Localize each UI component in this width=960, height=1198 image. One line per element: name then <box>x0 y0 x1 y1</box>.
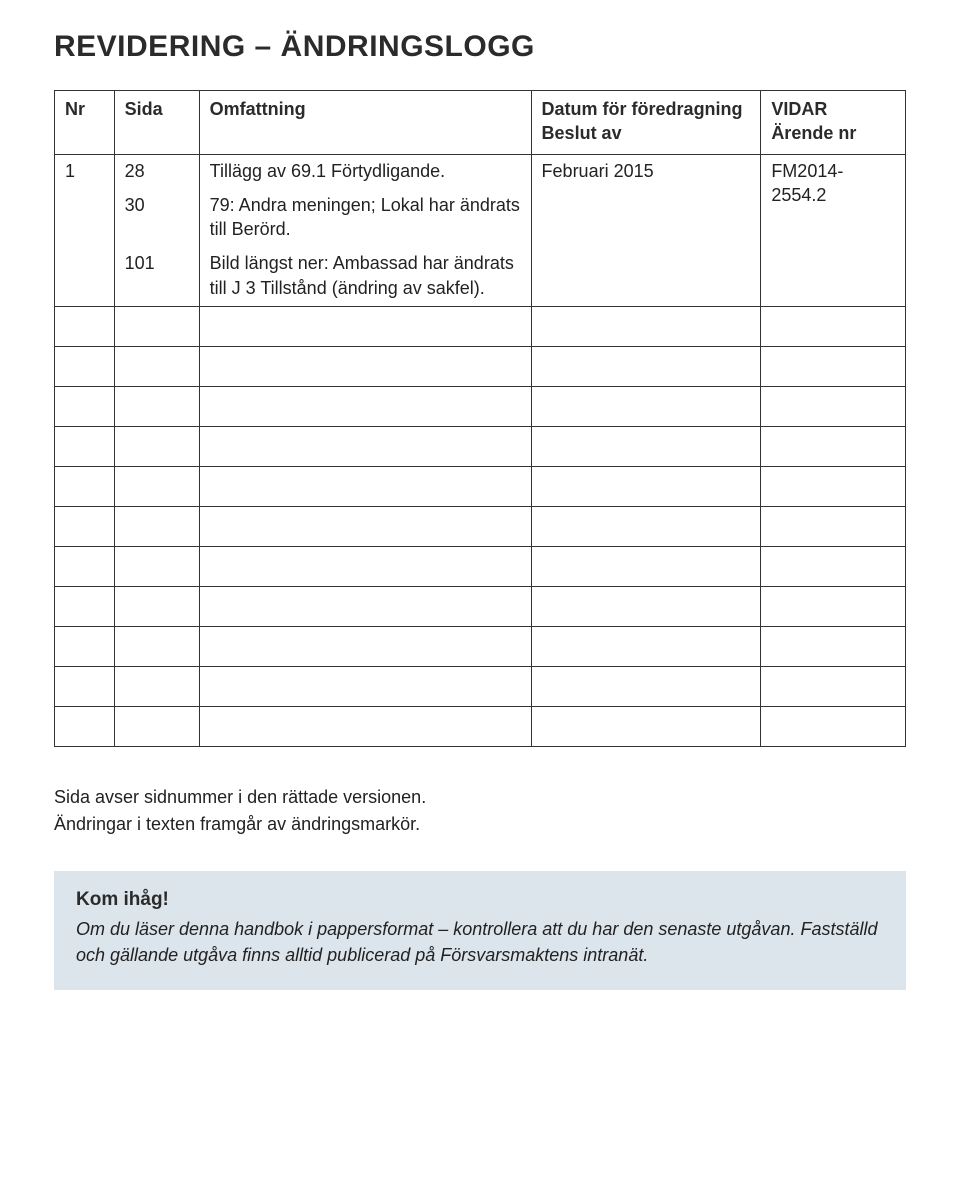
empty-cell <box>761 507 906 547</box>
reminder-callout: Kom ihåg! Om du läser denna handbok i pa… <box>54 871 906 989</box>
empty-cell <box>114 347 199 387</box>
empty-cell <box>114 427 199 467</box>
empty-cell <box>761 427 906 467</box>
empty-cell <box>114 387 199 427</box>
empty-cell <box>761 547 906 587</box>
empty-cell <box>114 587 199 627</box>
empty-cell <box>199 507 531 547</box>
empty-cell <box>114 307 199 347</box>
empty-cell <box>114 667 199 707</box>
col-header-datum-line2: Beslut av <box>542 123 622 143</box>
cell-omfattning: 79: Andra meningen; Lokal har ändrats ti… <box>199 189 531 248</box>
empty-cell <box>55 627 115 667</box>
empty-cell <box>55 707 115 747</box>
empty-cell <box>761 467 906 507</box>
empty-cell <box>531 387 761 427</box>
footnote-line: Sida avser sidnummer i den rättade versi… <box>54 785 906 810</box>
table-row <box>55 667 906 707</box>
footnote-line: Ändringar i texten framgår av ändringsma… <box>54 812 906 837</box>
col-header-omfattning: Omfattning <box>199 91 531 155</box>
document-page: REVIDERING – ÄNDRINGSLOGG Nr Sida Omfatt… <box>0 0 960 1198</box>
empty-cell <box>114 467 199 507</box>
empty-cell <box>531 587 761 627</box>
empty-cell <box>531 467 761 507</box>
empty-cell <box>761 347 906 387</box>
table-row <box>55 627 906 667</box>
empty-cell <box>199 307 531 347</box>
empty-cell <box>761 587 906 627</box>
table-body: 1 28 Tillägg av 69.1 Förtydligande. Febr… <box>55 154 906 746</box>
table-header: Nr Sida Omfattning Datum för föredragnin… <box>55 91 906 155</box>
empty-cell <box>55 387 115 427</box>
empty-cell <box>55 507 115 547</box>
table-row <box>55 347 906 387</box>
cell-sida: 28 <box>114 154 199 189</box>
empty-cell <box>114 627 199 667</box>
footnotes: Sida avser sidnummer i den rättade versi… <box>54 785 906 837</box>
empty-cell <box>199 547 531 587</box>
col-header-datum: Datum för föredragning Beslut av <box>531 91 761 155</box>
col-header-vidar: VIDAR Ärende nr <box>761 91 906 155</box>
table-row <box>55 427 906 467</box>
empty-cell <box>199 387 531 427</box>
empty-cell <box>55 587 115 627</box>
empty-cell <box>761 627 906 667</box>
empty-cell <box>761 707 906 747</box>
table-row <box>55 307 906 347</box>
empty-cell <box>114 547 199 587</box>
empty-cell <box>55 467 115 507</box>
empty-cell <box>199 587 531 627</box>
col-header-sida: Sida <box>114 91 199 155</box>
empty-cell <box>199 347 531 387</box>
col-header-datum-line1: Datum för föredragning <box>542 99 743 119</box>
callout-body: Om du läser denna handbok i pappersforma… <box>76 917 884 967</box>
empty-cell <box>114 707 199 747</box>
table-row <box>55 587 906 627</box>
col-header-vidar-line2: Ärende nr <box>771 123 856 143</box>
empty-cell <box>531 307 761 347</box>
cell-sida: 101 <box>114 247 199 306</box>
empty-cell <box>531 627 761 667</box>
empty-cell <box>761 667 906 707</box>
empty-cell <box>199 667 531 707</box>
empty-cell <box>531 707 761 747</box>
empty-cell <box>199 467 531 507</box>
empty-cell <box>55 427 115 467</box>
empty-cell <box>199 707 531 747</box>
empty-cell <box>761 387 906 427</box>
table-row <box>55 387 906 427</box>
callout-title: Kom ihåg! <box>76 889 884 911</box>
cell-datum: Februari 2015 <box>531 154 761 306</box>
table-row <box>55 467 906 507</box>
empty-cell <box>55 667 115 707</box>
table-row: 1 28 Tillägg av 69.1 Förtydligande. Febr… <box>55 154 906 189</box>
table-row <box>55 547 906 587</box>
table-row <box>55 707 906 747</box>
empty-cell <box>531 427 761 467</box>
empty-cell <box>199 627 531 667</box>
empty-cell <box>55 347 115 387</box>
cell-omfattning: Bild längst ner: Ambassad har ändrats ti… <box>199 247 531 306</box>
empty-cell <box>55 547 115 587</box>
empty-cell <box>531 667 761 707</box>
cell-vidar: FM2014-2554.2 <box>761 154 906 306</box>
cell-sida: 30 <box>114 189 199 248</box>
empty-cell <box>531 347 761 387</box>
cell-omfattning: Tillägg av 69.1 Förtydligande. <box>199 154 531 189</box>
cell-nr: 1 <box>55 154 115 306</box>
empty-cell <box>199 427 531 467</box>
table-row <box>55 507 906 547</box>
empty-cell <box>531 547 761 587</box>
empty-cell <box>761 307 906 347</box>
change-log-table: Nr Sida Omfattning Datum för föredragnin… <box>54 90 906 747</box>
col-header-nr: Nr <box>55 91 115 155</box>
col-header-vidar-line1: VIDAR <box>771 99 827 119</box>
empty-cell <box>531 507 761 547</box>
empty-cell <box>55 307 115 347</box>
page-title: REVIDERING – ÄNDRINGSLOGG <box>54 30 906 64</box>
empty-cell <box>114 507 199 547</box>
